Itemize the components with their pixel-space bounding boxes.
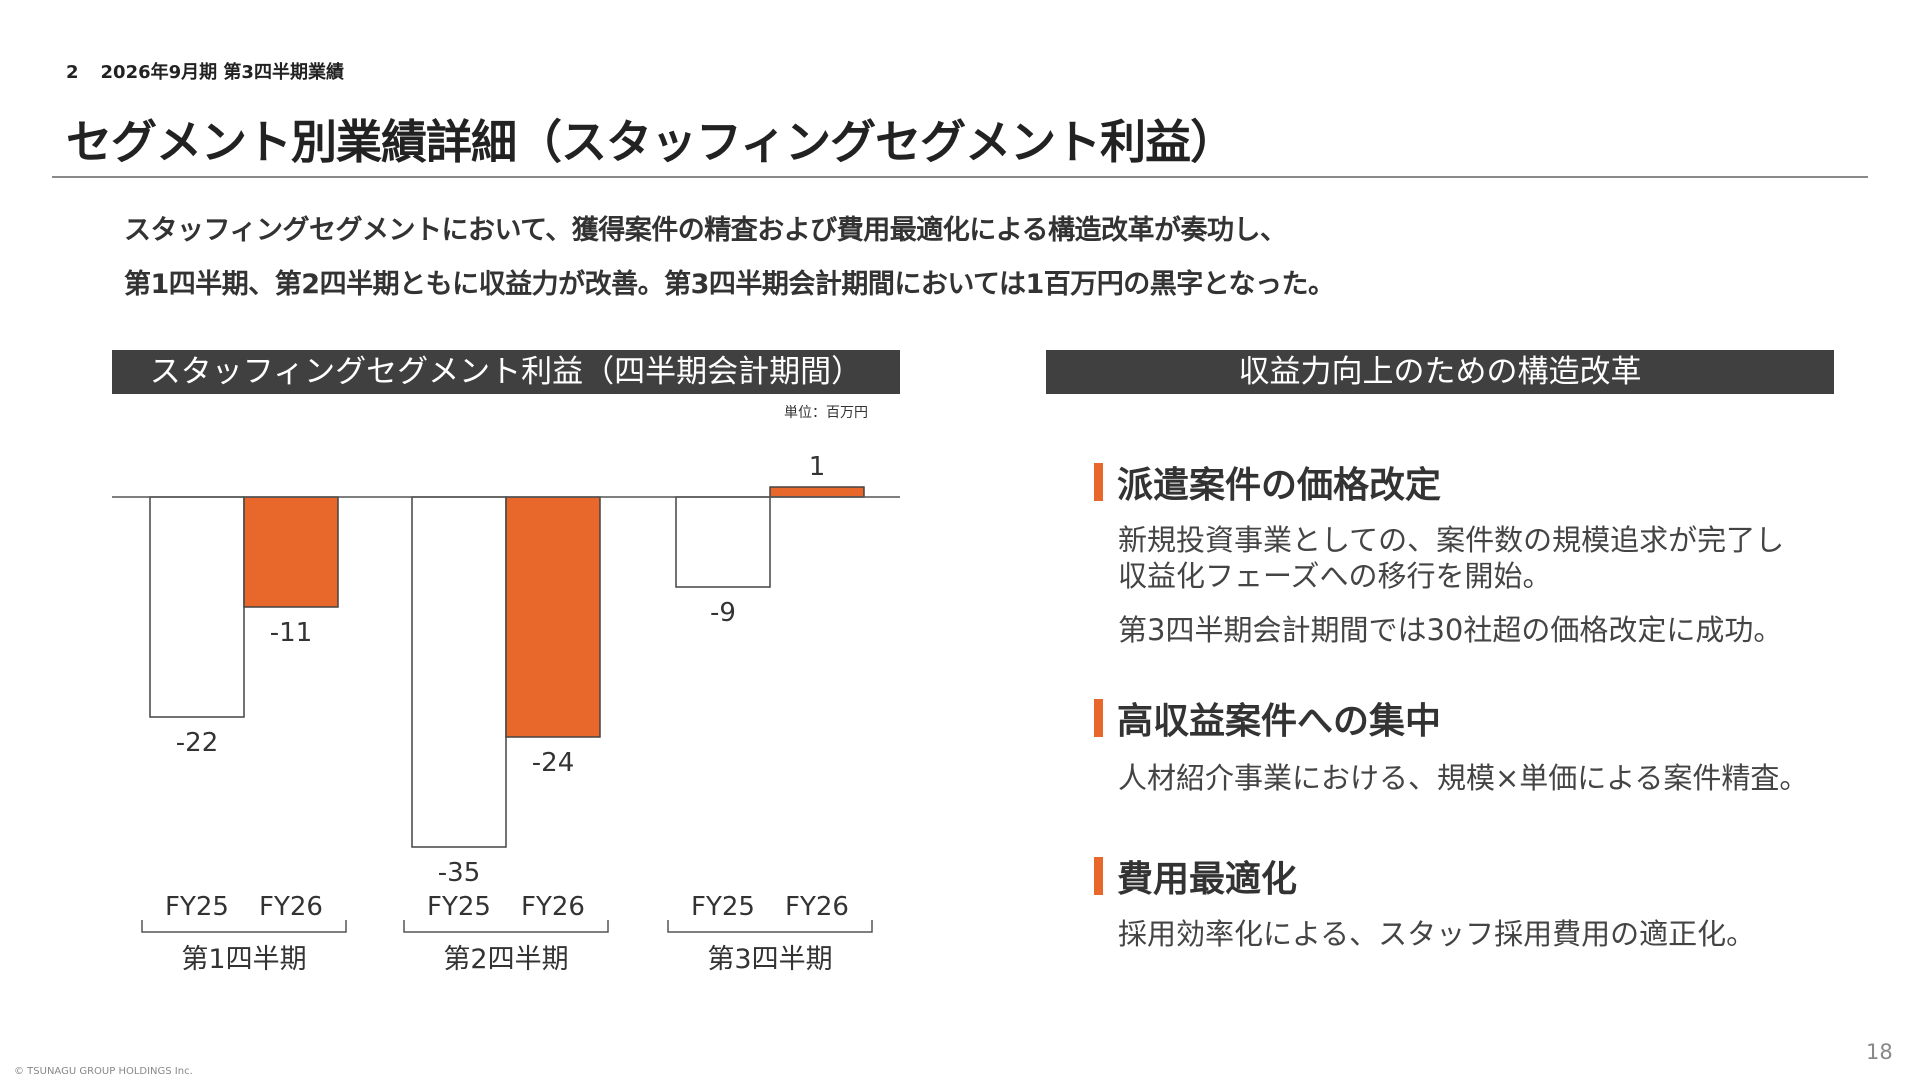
accent-bar — [1094, 857, 1103, 895]
breadcrumb-index: 2 — [66, 62, 79, 83]
measure-title-cost-optimization: 費用最適化 — [1094, 850, 1298, 902]
group-bracket — [141, 920, 347, 933]
page-number: 18 — [1866, 1040, 1893, 1064]
data-label: -35 — [438, 858, 480, 888]
measure-desc: 人材紹介事業における、規模×単価による案件精査。 — [1118, 761, 1809, 795]
page-title: セグメント別業績詳細（スタッフィングセグメント利益） — [66, 115, 1236, 169]
breadcrumb-section: 2026年9月期 第3四半期業績 — [100, 62, 344, 83]
measure-desc: 収益化フェーズへの移行を開始。 — [1118, 559, 1552, 593]
measure-desc: 第3四半期会計期間では30社超の価格改定に成功。 — [1118, 613, 1783, 647]
x-tick-label: FY26 — [521, 892, 585, 922]
measure-title-price-revision: 派遣案件の価格改定 — [1094, 456, 1442, 508]
bar-fy26-q3 — [769, 486, 865, 498]
data-label: -22 — [176, 728, 218, 758]
bar-fy26-q1 — [243, 496, 339, 608]
x-tick-label: FY26 — [259, 892, 323, 922]
chart-unit-label: 単位：百万円 — [784, 405, 868, 421]
measure-title-text: 派遣案件の価格改定 — [1117, 465, 1442, 506]
bar-fy25-q3 — [675, 496, 771, 588]
x-tick-label: FY25 — [427, 892, 491, 922]
data-label: -11 — [270, 618, 312, 648]
copyright: © TSUNAGU GROUP HOLDINGS Inc. — [14, 1066, 193, 1077]
measure-title-high-profit-focus: 高収益案件への集中 — [1094, 692, 1442, 744]
measure-desc: 新規投資事業としての、案件数の規模追求が完了し — [1118, 523, 1785, 557]
group-bracket — [403, 920, 609, 933]
group-bracket — [667, 920, 873, 933]
bar-fy25-q2 — [411, 496, 507, 848]
group-label: 第2四半期 — [443, 944, 568, 975]
x-tick-label: FY26 — [785, 892, 849, 922]
data-label: -9 — [710, 598, 736, 628]
bar-fy25-q1 — [149, 496, 245, 718]
bar-fy26-q2 — [505, 496, 601, 738]
breadcrumb: 2 2026年9月期 第3四半期業績 — [66, 58, 344, 84]
chart-panel-header: スタッフィングセグメント利益（四半期会計期間） — [112, 350, 900, 394]
x-tick-label: FY25 — [691, 892, 755, 922]
measure-title-text: 費用最適化 — [1117, 859, 1298, 900]
measure-desc: 採用効率化による、スタッフ採用費用の適正化。 — [1118, 917, 1756, 951]
x-tick-label: FY25 — [165, 892, 229, 922]
accent-bar — [1094, 463, 1103, 501]
data-label: -24 — [532, 748, 574, 778]
lead-line-1: スタッフィングセグメントにおいて、獲得案件の精査および費用最適化による構造改革が… — [124, 215, 1287, 246]
data-label: 1 — [809, 452, 826, 482]
group-label: 第3四半期 — [707, 944, 832, 975]
accent-bar — [1094, 699, 1103, 737]
title-divider — [52, 176, 1868, 178]
measure-title-text: 高収益案件への集中 — [1117, 701, 1442, 742]
group-label: 第1四半期 — [181, 944, 306, 975]
lead-line-2: 第1四半期、第2四半期ともに収益力が改善。第3四半期会計期間においては1百万円の… — [124, 269, 1335, 300]
measures-panel-header: 収益力向上のための構造改革 — [1046, 350, 1834, 394]
